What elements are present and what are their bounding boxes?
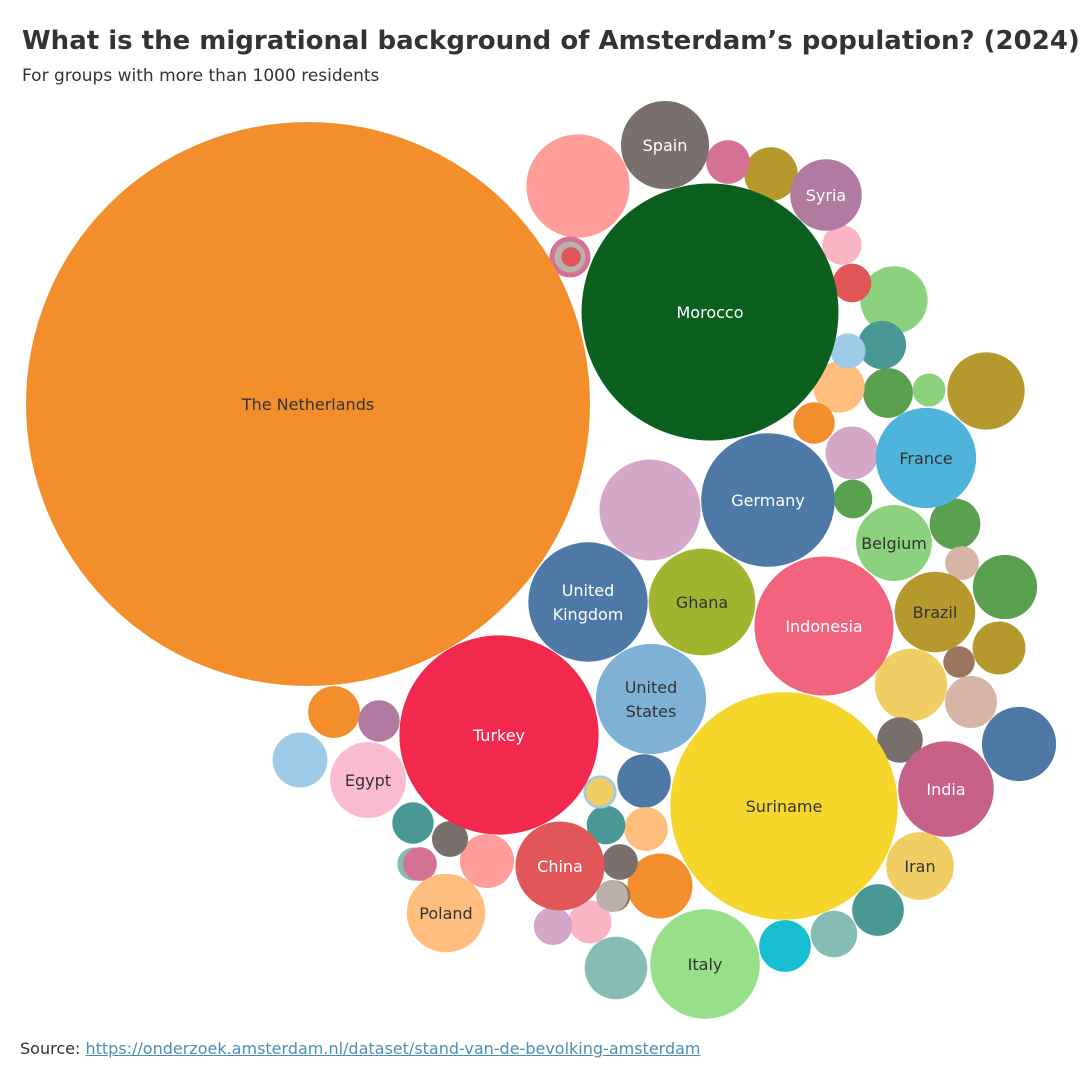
bubble-label-egypt: Egypt	[345, 771, 391, 790]
bubble-unlabeled-15[interactable]	[852, 884, 904, 936]
bubble-unlabeled-20[interactable]	[744, 147, 798, 201]
bubble-label-spain: Spain	[643, 136, 688, 155]
bubble-unlabeled-35[interactable]	[832, 263, 872, 303]
bubble-unlabeled-19[interactable]	[813, 361, 865, 413]
bubble-iran[interactable]	[886, 832, 954, 900]
bubble-france[interactable]	[875, 407, 977, 509]
bubble-unlabeled-13[interactable]	[759, 920, 811, 972]
bubble-egypt[interactable]	[330, 742, 406, 818]
bubble-unlabeled-22[interactable]	[929, 498, 981, 550]
bubble-label-france: France	[899, 449, 952, 468]
bubble-unlabeled-3[interactable]	[947, 352, 1025, 430]
bubble-spain[interactable]	[620, 100, 710, 190]
bubble-unlabeled-38[interactable]	[533, 906, 573, 946]
bubble-the-netherlands[interactable]	[26, 122, 590, 686]
bubble-brazil[interactable]	[894, 571, 976, 653]
bubble-syria[interactable]	[790, 159, 862, 231]
bubble-unlabeled-18[interactable]	[945, 676, 997, 728]
bubble-label-syria: Syria	[806, 186, 846, 205]
bubble-unlabeled-25[interactable]	[857, 320, 907, 370]
bubble-unlabeled-29[interactable]	[568, 900, 612, 944]
bubble-unlabeled-46[interactable]	[830, 333, 866, 369]
bubble-unlabeled-8[interactable]	[272, 732, 328, 788]
bubble-unlabeled-16[interactable]	[863, 368, 913, 418]
bubble-italy[interactable]	[650, 909, 760, 1019]
bubble-unlabeled-30[interactable]	[358, 700, 400, 742]
bubble-unlabeled-51[interactable]	[561, 247, 581, 267]
bubble-label-united-states: United States	[625, 678, 678, 721]
chart-title: What is the migrational background of Am…	[22, 26, 1080, 56]
bubble-unlabeled-36[interactable]	[833, 479, 873, 519]
source-link[interactable]: https://onderzoek.amsterdam.nl/dataset/s…	[85, 1039, 701, 1058]
bubble-unlabeled-12[interactable]	[459, 833, 515, 889]
bubble-group	[26, 100, 1057, 1019]
bubble-label-china: China	[537, 857, 583, 876]
bubble-unlabeled-48[interactable]	[596, 880, 628, 912]
bubble-label-brazil: Brazil	[913, 603, 958, 622]
bubble-label-germany: Germany	[731, 491, 805, 510]
source-note: Source: https://onderzoek.amsterdam.nl/d…	[20, 1039, 701, 1058]
bubble-unlabeled-21[interactable]	[617, 754, 671, 808]
source-label: Source:	[20, 1039, 86, 1058]
bubble-unlabeled-5[interactable]	[874, 648, 948, 722]
bubble-label-belgium: Belgium	[861, 534, 927, 553]
bubble-label-ghana: Ghana	[676, 593, 728, 612]
bubble-label-group: The Netherlands Morocco Suriname Turkey Indo…	[241, 136, 966, 974]
bubble-unlabeled-7[interactable]	[860, 266, 928, 334]
bubble-unlabeled-43[interactable]	[943, 646, 975, 678]
bubble-india[interactable]	[898, 741, 994, 837]
bubble-unlabeled-14[interactable]	[825, 426, 879, 480]
bubble-unlabeled-41[interactable]	[602, 844, 638, 880]
bubble-unlabeled-45[interactable]	[431, 820, 469, 858]
bubble-unlabeled-10[interactable]	[584, 936, 648, 1000]
bubble-unlabeled-1[interactable]	[526, 134, 630, 238]
chart-subtitle: For groups with more than 1000 residents	[22, 66, 380, 86]
bubble-label-india: India	[926, 780, 965, 799]
bubble-unlabeled-28[interactable]	[877, 717, 923, 763]
bubble-unlabeled-24[interactable]	[810, 910, 858, 958]
bubble-morocco[interactable]	[581, 183, 839, 441]
bubble-ghana[interactable]	[648, 548, 756, 656]
bubble-label-iran: Iran	[904, 857, 935, 876]
bubble-unlabeled-49[interactable]	[585, 777, 615, 807]
bubble-unlabeled-33[interactable]	[793, 402, 835, 444]
bubble-label-indonesia: Indonesia	[785, 617, 862, 636]
bubble-unlabeled-2[interactable]	[599, 459, 701, 561]
bubble-label-the-netherlands: The Netherlands	[241, 395, 374, 414]
bubble-label-united-kingdom: United Kingdom	[553, 581, 624, 624]
bubble-unlabeled-34[interactable]	[822, 225, 862, 265]
bubble-unlabeled-17[interactable]	[972, 621, 1026, 675]
bubble-label-poland: Poland	[419, 904, 472, 923]
bubble-unlabeled-32[interactable]	[586, 805, 626, 845]
bubble-unlabeled-39[interactable]	[945, 546, 979, 580]
bubble-unlabeled-50[interactable]	[403, 847, 437, 881]
bubble-unlabeled-23[interactable]	[624, 807, 668, 851]
bubble-unlabeled-31[interactable]	[706, 140, 750, 184]
bubble-label-italy: Italy	[688, 955, 723, 974]
bubble-united-states[interactable]	[595, 643, 707, 755]
bubble-turkey[interactable]	[399, 635, 599, 835]
bubble-unlabeled-9[interactable]	[627, 853, 693, 919]
bubble-belgium[interactable]	[856, 505, 932, 581]
bubble-label-suriname: Suriname	[746, 797, 823, 816]
bubble-label-morocco: Morocco	[677, 303, 744, 322]
bubble-unlabeled-4[interactable]	[981, 706, 1057, 782]
bubble-indonesia[interactable]	[754, 556, 894, 696]
bubble-poland[interactable]	[406, 873, 486, 953]
bubble-unlabeled-26[interactable]	[392, 802, 434, 844]
bubble-germany[interactable]	[701, 433, 835, 567]
bubble-unlabeled-40[interactable]	[912, 373, 946, 407]
bubble-united-kingdom[interactable]	[528, 542, 648, 662]
bubble-label-turkey: Turkey	[472, 726, 525, 745]
bubble-china[interactable]	[515, 821, 605, 911]
bubble-unlabeled-6[interactable]	[972, 554, 1038, 620]
bubble-unlabeled-11[interactable]	[308, 686, 360, 738]
bubble-suriname[interactable]	[670, 692, 898, 920]
